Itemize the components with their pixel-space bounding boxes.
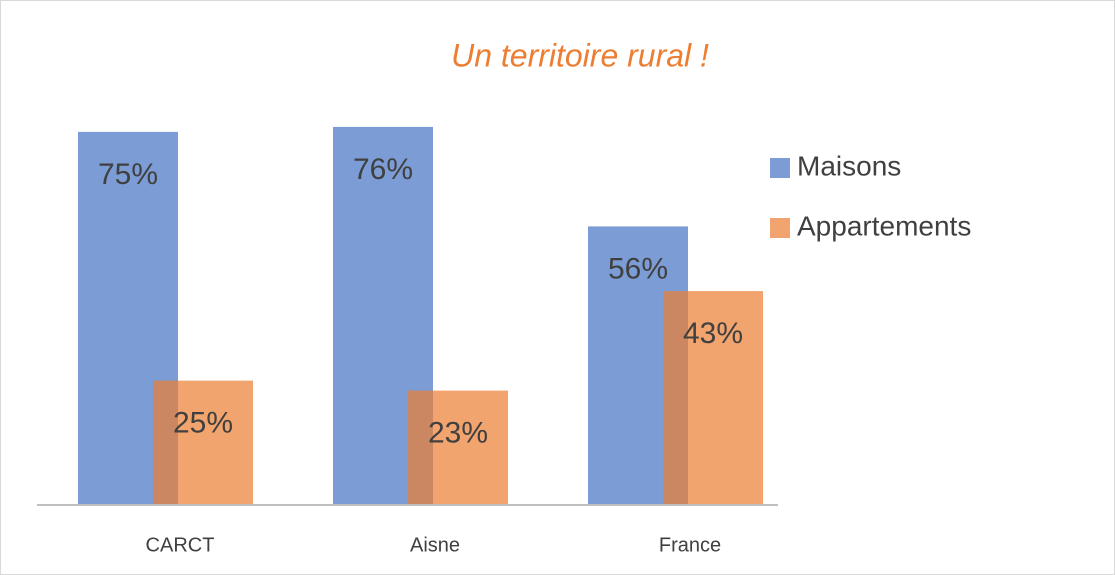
data-label: 56% (608, 252, 668, 285)
legend-label: Maisons (797, 150, 901, 181)
data-label: 25% (173, 407, 233, 440)
legend-label: Appartements (797, 210, 971, 241)
bar (663, 291, 763, 505)
legend-swatch (770, 158, 790, 178)
legend-swatch (770, 218, 790, 238)
x-tick-label: Aisne (410, 534, 460, 556)
bar (408, 390, 508, 505)
data-label: 43% (683, 317, 743, 350)
data-label: 23% (428, 416, 488, 449)
x-tick-label: CARCT (146, 534, 215, 556)
data-label: 75% (98, 158, 158, 191)
bar (153, 380, 253, 505)
data-label: 76% (353, 153, 413, 186)
chart-title: Un territoire rural ! (451, 37, 709, 73)
x-tick-label: France (659, 534, 721, 556)
